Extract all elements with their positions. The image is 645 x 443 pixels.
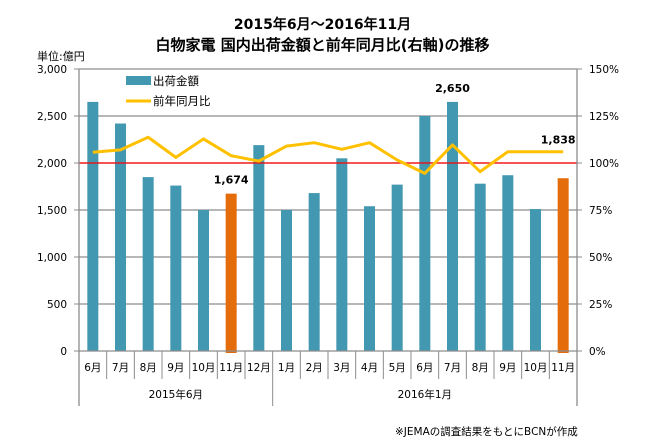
right-tick-label: 0% [589, 346, 606, 358]
data-label: 1,838 [541, 134, 576, 147]
left-tick-label: 1,500 [37, 205, 67, 217]
category-label: 12月 [247, 362, 271, 374]
bar [308, 193, 320, 351]
bar [87, 101, 99, 352]
left-tick-label: 2,000 [37, 158, 67, 170]
bar-series [87, 101, 569, 353]
category-label: 11月 [551, 362, 575, 374]
category-label: 7月 [444, 362, 461, 374]
bar [391, 184, 403, 351]
category-label: 3月 [333, 362, 350, 374]
source-note: ※JEMAの調査結果をもとにBCNが作成 [395, 426, 578, 438]
bar [530, 209, 541, 351]
left-tick-label: 2,500 [37, 111, 67, 123]
legend-swatch-bar [126, 76, 151, 85]
category-label: 6月 [84, 362, 101, 374]
category-label: 6月 [416, 362, 433, 374]
right-tick-label: 50% [589, 252, 612, 264]
bar [170, 185, 182, 351]
bar [115, 123, 126, 352]
bar [502, 175, 514, 351]
bar [364, 206, 375, 351]
chart-subtitle: 白物家電 国内出荷金額と前年同月比(右軸)の推移 [155, 36, 490, 54]
category-label: 11月 [219, 362, 243, 374]
category-label: 9月 [499, 362, 516, 374]
category-label: 10月 [192, 362, 216, 374]
group-label: 2016年1月 [398, 388, 452, 401]
yoy-line [92, 135, 564, 175]
data-label: 1,674 [214, 174, 249, 187]
bar [336, 158, 348, 351]
category-label: 4月 [361, 362, 378, 374]
category-label: 9月 [167, 362, 184, 374]
bar [447, 101, 458, 352]
legend: 出荷金額 前年同月比 [126, 74, 211, 108]
bar [142, 177, 154, 351]
right-tick-label: 25% [589, 299, 612, 311]
bar [198, 210, 209, 351]
data-labels: 1,674 2,650 1,838 [214, 82, 576, 187]
left-tick-label: 0 [60, 346, 67, 358]
category-label: 5月 [389, 362, 406, 374]
category-label: 10月 [524, 362, 548, 374]
bar-highlight [557, 178, 569, 353]
legend-label-bar: 出荷金額 [153, 74, 199, 88]
left-tick-label: 3,000 [37, 64, 67, 76]
data-label: 2,650 [435, 82, 470, 95]
line-series [92, 135, 564, 175]
chart-title: 2015年6月～2016年11月 [233, 17, 412, 33]
bar-highlight [225, 193, 237, 353]
right-tick-label: 75% [589, 205, 612, 217]
bar [419, 116, 431, 351]
category-label: 7月 [112, 362, 129, 374]
bar [253, 145, 265, 351]
group-label: 2015年6月 [149, 388, 203, 401]
right-tick-label: 125% [589, 111, 619, 123]
category-label: 8月 [472, 362, 489, 374]
category-label: 8月 [140, 362, 157, 374]
bar [474, 183, 486, 351]
right-tick-label: 100% [589, 158, 619, 170]
unit-label: 単位:億円 [37, 50, 85, 63]
left-tick-label: 500 [47, 299, 67, 311]
bar [281, 210, 292, 351]
legend-label-line: 前年同月比 [153, 94, 211, 108]
left-tick-label: 1,000 [37, 252, 67, 264]
axes: 0 0% 500 25% 1,000 50% 1,500 75% 2,000 100% 2,500 1… [37, 64, 619, 406]
category-label: 1月 [278, 362, 295, 374]
category-label: 2月 [306, 362, 323, 374]
right-tick-label: 150% [589, 64, 619, 76]
